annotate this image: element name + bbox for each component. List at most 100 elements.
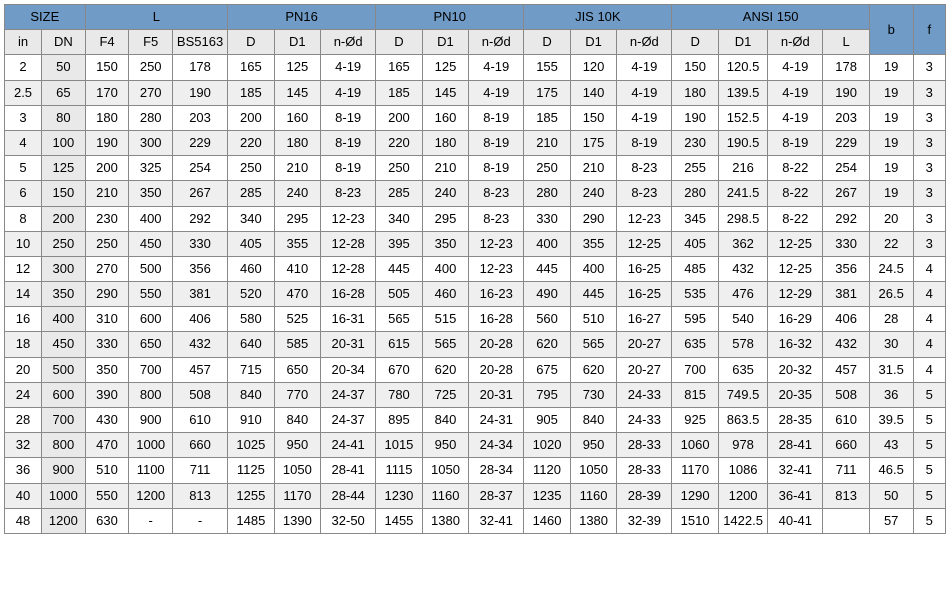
- cell: 190.5: [718, 130, 767, 155]
- cell: 8: [5, 206, 42, 231]
- cell: 1290: [672, 483, 719, 508]
- cell: 18: [5, 332, 42, 357]
- cell: 8-23: [469, 206, 524, 231]
- subhdr-2: F4: [85, 30, 129, 55]
- cell: 250: [524, 156, 571, 181]
- cell: 950: [422, 433, 469, 458]
- table-row: 2460039080050884077024-3778072520-317957…: [5, 382, 946, 407]
- cell: 500: [129, 256, 173, 281]
- cell: 152.5: [718, 105, 767, 130]
- cell: 65: [42, 80, 86, 105]
- cell: 50: [42, 55, 86, 80]
- cell: 1455: [376, 508, 423, 533]
- cell: 585: [274, 332, 321, 357]
- table-row: 41001903002292201808-192201808-192101758…: [5, 130, 946, 155]
- cell: 610: [173, 408, 228, 433]
- cell: 4: [913, 357, 945, 382]
- cell: 19: [869, 156, 913, 181]
- cell: 950: [274, 433, 321, 458]
- cell: 565: [422, 332, 469, 357]
- cell: 165: [376, 55, 423, 80]
- table-row: 40100055012008131255117028-441230116028-…: [5, 483, 946, 508]
- cell: 10: [5, 231, 42, 256]
- cell: 1235: [524, 483, 571, 508]
- cell: 1510: [672, 508, 719, 533]
- cell: 12: [5, 256, 42, 281]
- cell: 3: [913, 105, 945, 130]
- cell: 715: [228, 357, 275, 382]
- cell: 460: [422, 282, 469, 307]
- cell: 1100: [129, 458, 173, 483]
- cell: 36-41: [768, 483, 823, 508]
- cell: 12-23: [469, 256, 524, 281]
- cell: 700: [129, 357, 173, 382]
- cell: 20: [869, 206, 913, 231]
- cell: 460: [228, 256, 275, 281]
- cell: 432: [823, 332, 870, 357]
- cell: 145: [422, 80, 469, 105]
- cell: 160: [422, 105, 469, 130]
- cell: 432: [718, 256, 767, 281]
- cell: 406: [823, 307, 870, 332]
- subhdr-11: D: [524, 30, 571, 55]
- cell: 1170: [672, 458, 719, 483]
- cell: 1050: [570, 458, 617, 483]
- cell: 400: [129, 206, 173, 231]
- table-row: 1230027050035646041012-2844540012-234454…: [5, 256, 946, 281]
- table-row: 1435029055038152047016-2850546016-234904…: [5, 282, 946, 307]
- cell: 120: [570, 55, 617, 80]
- cell: 910: [228, 408, 275, 433]
- cell: 595: [672, 307, 719, 332]
- cell: 620: [570, 357, 617, 382]
- cell: 350: [422, 231, 469, 256]
- cell: 510: [570, 307, 617, 332]
- cell: 4-19: [321, 80, 376, 105]
- cell: 285: [376, 181, 423, 206]
- cell: 28: [869, 307, 913, 332]
- cell: 510: [85, 458, 129, 483]
- table-row: 1845033065043264058520-3161556520-286205…: [5, 332, 946, 357]
- cell: 550: [85, 483, 129, 508]
- cell: 12-29: [768, 282, 823, 307]
- cell: 20-28: [469, 332, 524, 357]
- cell: 24-37: [321, 408, 376, 433]
- cell: 770: [274, 382, 321, 407]
- cell: 1380: [422, 508, 469, 533]
- cell: 290: [85, 282, 129, 307]
- cell: 430: [85, 408, 129, 433]
- cell: 905: [524, 408, 571, 433]
- cell: 20-32: [768, 357, 823, 382]
- cell: 4-19: [768, 55, 823, 80]
- cell: 5: [913, 408, 945, 433]
- cell: 356: [823, 256, 870, 281]
- cell: 290: [570, 206, 617, 231]
- cell: 24-34: [469, 433, 524, 458]
- cell: 229: [173, 130, 228, 155]
- hdr-b: b: [869, 5, 913, 55]
- cell: 46.5: [869, 458, 913, 483]
- cell: 1200: [42, 508, 86, 533]
- table-row: 328004701000660102595024-41101595024-341…: [5, 433, 946, 458]
- cell: 3: [913, 130, 945, 155]
- cell: 345: [672, 206, 719, 231]
- cell: 340: [228, 206, 275, 231]
- table-row: 2870043090061091084024-3789584024-319058…: [5, 408, 946, 433]
- cell: 978: [718, 433, 767, 458]
- cell: 20-28: [469, 357, 524, 382]
- subhdr-17: L: [823, 30, 870, 55]
- cell: 1015: [376, 433, 423, 458]
- cell: 8-19: [469, 105, 524, 130]
- cell: 20-27: [617, 357, 672, 382]
- cell: 280: [129, 105, 173, 130]
- cell: 20: [5, 357, 42, 382]
- table-row: 2050035070045771565020-3467062020-286756…: [5, 357, 946, 382]
- cell: 16-32: [768, 332, 823, 357]
- cell: 20-35: [768, 382, 823, 407]
- cell: 28-33: [617, 458, 672, 483]
- cell: 508: [173, 382, 228, 407]
- cell: 340: [376, 206, 423, 231]
- cell: 80: [42, 105, 86, 130]
- cell: 12-23: [321, 206, 376, 231]
- cell: 815: [672, 382, 719, 407]
- cell: 1460: [524, 508, 571, 533]
